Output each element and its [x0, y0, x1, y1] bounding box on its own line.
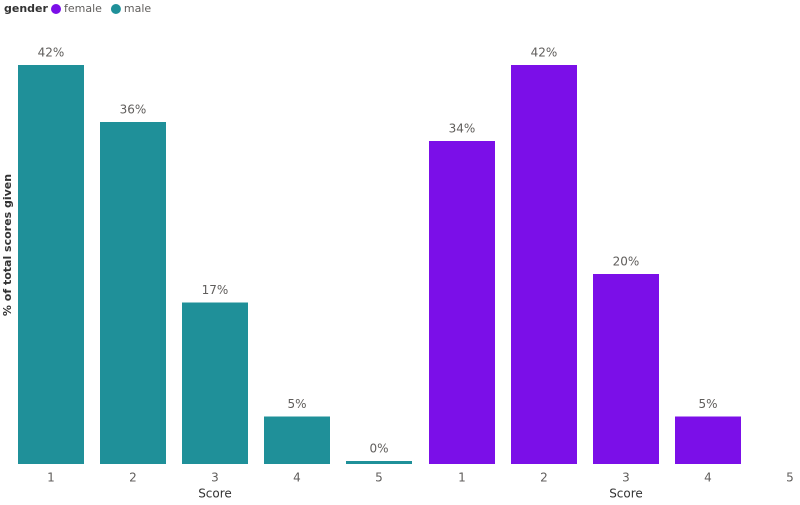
data-label: 17% — [202, 283, 229, 297]
bar — [100, 122, 166, 464]
bar — [511, 65, 577, 464]
x-tick-label: 5 — [375, 471, 383, 485]
bar — [593, 274, 659, 464]
legend-marker — [51, 4, 61, 14]
x-tick-label: 3 — [622, 471, 630, 485]
x-tick-label: 1 — [458, 471, 466, 485]
x-axis-label: Score — [198, 487, 232, 501]
x-tick-label: 3 — [211, 471, 219, 485]
x-tick-label: 1 — [47, 471, 55, 485]
x-tick-label: 2 — [129, 471, 137, 485]
bar — [675, 416, 741, 464]
bar — [18, 65, 84, 464]
data-label: 36% — [120, 103, 147, 117]
y-axis-label: % of total scores given — [1, 174, 14, 316]
data-label: 34% — [449, 122, 476, 136]
x-axis-label: Score — [609, 487, 643, 501]
bar — [182, 302, 248, 464]
data-label: 0% — [369, 442, 388, 456]
data-label: 5% — [698, 397, 717, 411]
x-tick-label: 2 — [540, 471, 548, 485]
x-tick-label: 4 — [293, 471, 301, 485]
legend-label: female — [64, 2, 102, 15]
bar — [429, 141, 495, 464]
data-label: 42% — [531, 46, 558, 60]
data-label: 5% — [287, 397, 306, 411]
x-tick-label: 5 — [786, 471, 794, 485]
legend-title: gender — [4, 2, 49, 15]
x-tick-label: 4 — [704, 471, 712, 485]
legend-marker — [110, 4, 121, 14]
bar — [346, 461, 412, 464]
data-label: 42% — [38, 46, 65, 60]
data-label: 20% — [613, 255, 640, 269]
legend-label: male — [124, 2, 152, 15]
bar — [264, 416, 330, 464]
